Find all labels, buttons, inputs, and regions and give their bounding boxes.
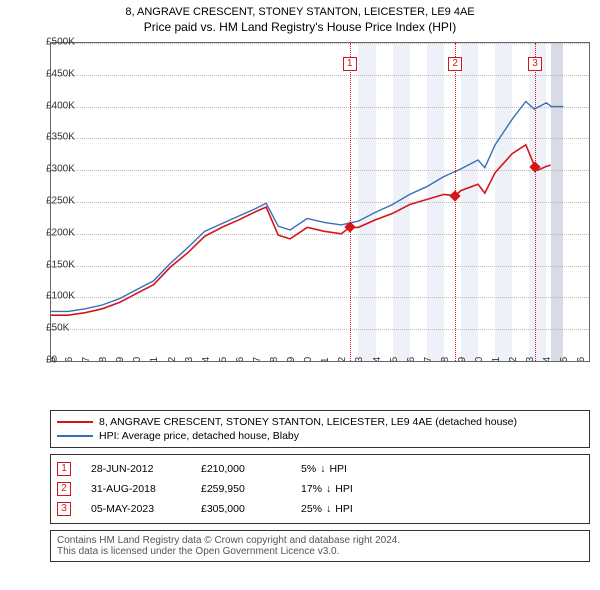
attribution-line2: This data is licensed under the Open Gov… (57, 546, 583, 557)
x-tick-label: 2011 (320, 357, 331, 362)
sale-delta-hpi-label: HPI (335, 483, 353, 495)
attribution-box: Contains HM Land Registry data © Crown c… (50, 530, 590, 562)
sale-delta-pct: 17% (301, 483, 322, 495)
legend-label: 8, ANGRAVE CRESCENT, STONEY STANTON, LEI… (99, 416, 517, 428)
chart-title-address: 8, ANGRAVE CRESCENT, STONEY STANTON, LEI… (0, 6, 600, 18)
legend-item: HPI: Average price, detached house, Blab… (57, 429, 583, 443)
sales-box: 1 28-JUN-2012 £210,000 5% ↓ HPI 2 31-AUG-2018 £2… (50, 454, 590, 524)
sale-delta-hpi-label: HPI (335, 503, 353, 515)
sale-price: £210,000 (201, 463, 281, 475)
x-tick-label: 2019 (457, 357, 468, 362)
sale-price: £259,950 (201, 483, 281, 495)
x-tick-label: 2017 (423, 357, 434, 362)
x-tick-label: 2013 (354, 357, 365, 362)
marker-badge: 1 (343, 57, 357, 71)
x-tick-label: 2003 (184, 357, 195, 362)
x-tick-label: 2026 (576, 357, 587, 362)
sale-badge: 2 (57, 482, 71, 496)
series-address_line (51, 145, 551, 315)
x-tick-label: 2005 (218, 357, 229, 362)
sale-badge: 1 (57, 462, 71, 476)
x-tick-label: 1998 (98, 357, 109, 362)
sale-date: 28-JUN-2012 (91, 463, 181, 475)
chart-title-block: 8, ANGRAVE CRESCENT, STONEY STANTON, LEI… (0, 0, 600, 38)
x-tick-label: 2000 (132, 357, 143, 362)
x-tick-label: 1996 (64, 357, 75, 362)
x-tick-label: 2022 (508, 357, 519, 362)
attribution-line1: Contains HM Land Registry data © Crown c… (57, 535, 583, 546)
x-tick-label: 2008 (269, 357, 280, 362)
chart-subtitle: Price paid vs. HM Land Registry's House … (0, 20, 600, 34)
series-canvas (51, 43, 589, 361)
sale-row: 3 05-MAY-2023 £305,000 25% ↓ HPI (57, 499, 583, 519)
x-tick-label: 2012 (337, 357, 348, 362)
sale-row: 2 31-AUG-2018 £259,950 17% ↓ HPI (57, 479, 583, 499)
marker-badge: 3 (528, 57, 542, 71)
x-tick-label: 2007 (252, 357, 263, 362)
sale-delta-pct: 25% (301, 503, 322, 515)
legend-box: 8, ANGRAVE CRESCENT, STONEY STANTON, LEI… (50, 410, 590, 448)
sale-badge: 3 (57, 502, 71, 516)
sale-date: 05-MAY-2023 (91, 503, 181, 515)
sale-delta: 25% ↓ HPI (301, 503, 353, 515)
x-tick-label: 2025 (559, 357, 570, 362)
sale-date: 31-AUG-2018 (91, 483, 181, 495)
arrow-down-icon: ↓ (326, 483, 331, 495)
sale-delta: 5% ↓ HPI (301, 463, 347, 475)
x-tick-label: 2014 (372, 357, 383, 362)
x-tick-label: 2016 (406, 357, 417, 362)
sale-delta-pct: 5% (301, 463, 316, 475)
x-tick-label: 1997 (81, 357, 92, 362)
x-tick-label: 2021 (491, 357, 502, 362)
x-tick-label: 2001 (149, 357, 160, 362)
sale-price: £305,000 (201, 503, 281, 515)
series-hpi_line (51, 102, 563, 312)
x-tick-label: 1999 (115, 357, 126, 362)
x-tick-label: 2002 (167, 357, 178, 362)
x-tick-label: 2024 (542, 357, 553, 362)
legend-item: 8, ANGRAVE CRESCENT, STONEY STANTON, LEI… (57, 415, 583, 429)
x-tick-label: 2009 (286, 357, 297, 362)
marker-line (350, 43, 351, 361)
sale-row: 1 28-JUN-2012 £210,000 5% ↓ HPI (57, 459, 583, 479)
arrow-down-icon: ↓ (326, 503, 331, 515)
x-tick-label: 2010 (303, 357, 314, 362)
sale-delta-hpi-label: HPI (329, 463, 347, 475)
legend-label: HPI: Average price, detached house, Blab… (99, 430, 299, 442)
arrow-down-icon: ↓ (320, 463, 325, 475)
legend-swatch (57, 421, 93, 423)
x-tick-label: 2020 (474, 357, 485, 362)
marker-badge: 2 (448, 57, 462, 71)
marker-line (455, 43, 456, 361)
legend-swatch (57, 435, 93, 437)
x-tick-label: 2018 (440, 357, 451, 362)
x-tick-label: 2015 (389, 357, 400, 362)
marker-line (535, 43, 536, 361)
plot-region: 1995199619971998199920002001200220032004… (50, 42, 590, 362)
x-tick-label: 2004 (201, 357, 212, 362)
sale-delta: 17% ↓ HPI (301, 483, 353, 495)
chart-area: 1995199619971998199920002001200220032004… (50, 42, 590, 382)
x-tick-label: 2006 (235, 357, 246, 362)
